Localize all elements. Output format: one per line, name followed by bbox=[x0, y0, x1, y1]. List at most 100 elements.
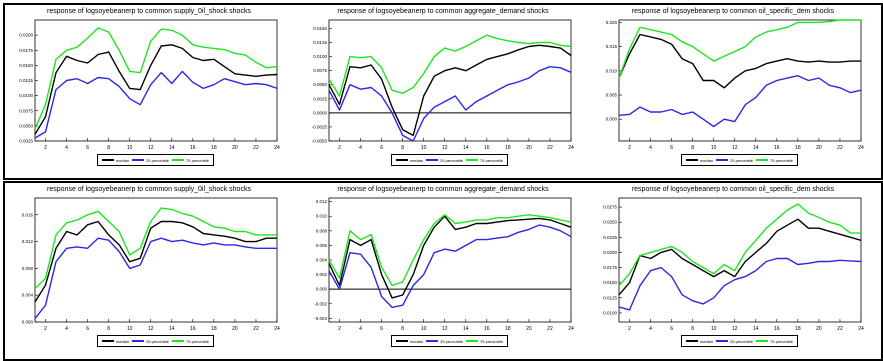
x-tick-label: 22 bbox=[837, 326, 843, 332]
x-tick-label: 22 bbox=[547, 326, 553, 332]
chart-svg: 0.0100 0.0125 0.0150 0.0175 0.0200 0.0225 0.02… bbox=[603, 197, 864, 332]
y-tick-label: 0.0025 bbox=[19, 139, 33, 144]
x-tick-label: 10 bbox=[421, 326, 427, 332]
legend-item-median: median bbox=[102, 158, 129, 163]
legend-item-median: median bbox=[102, 339, 129, 344]
x-tick-label: 10 bbox=[711, 145, 717, 151]
y-tick-label: 0.0125 bbox=[19, 78, 33, 83]
y-tick-label: 0.0100 bbox=[19, 93, 33, 98]
series-line-p75 bbox=[328, 34, 572, 97]
x-tick-label: 18 bbox=[211, 145, 217, 151]
series-line-median bbox=[34, 44, 278, 135]
y-tick-label: 0.0175 bbox=[603, 265, 617, 270]
x-tick-label: 2 bbox=[628, 326, 631, 332]
chart-svg: -0.0050 -0.0025 0.0000 0.0025 0.0050 0.0075 0.… bbox=[312, 19, 574, 151]
series-line-p75 bbox=[34, 27, 278, 130]
x-tick-label: 18 bbox=[211, 326, 217, 332]
y-tick-label: 0.002 bbox=[316, 272, 328, 277]
x-tick-label: 14 bbox=[753, 326, 759, 332]
legend-label: 75 percentile bbox=[770, 338, 793, 344]
top-figure-frame: response of logsoyebeanerp to common sup… bbox=[3, 3, 883, 180]
y-tick-label: -0.0050 bbox=[312, 139, 328, 144]
legend-item-p75: 75 percentile bbox=[466, 339, 503, 344]
chart-legend: median 25 percentile 75 percentile bbox=[391, 335, 508, 347]
x-tick-label: 2 bbox=[44, 326, 47, 332]
legend-swatch bbox=[102, 340, 114, 342]
y-tick-label: 0.000 bbox=[316, 287, 328, 292]
legend-item-median: median bbox=[686, 158, 713, 163]
x-tick-label: 16 bbox=[190, 326, 196, 332]
legend-swatch bbox=[172, 159, 185, 161]
y-tick-label: 0.0075 bbox=[313, 68, 327, 73]
y-tick-label: 0.0075 bbox=[19, 108, 33, 113]
legend-label: 25 percentile bbox=[730, 338, 754, 344]
legend-swatch bbox=[132, 159, 145, 161]
bottom-figure-frame: response of logsoyebeanerp to common sup… bbox=[3, 181, 883, 361]
plot-area bbox=[328, 19, 572, 142]
x-tick-label: 2 bbox=[338, 326, 341, 332]
series-line-p75 bbox=[328, 214, 572, 287]
legend-swatch bbox=[132, 340, 145, 342]
y-tick-label: 0.008 bbox=[22, 266, 34, 271]
legend-swatch bbox=[426, 340, 439, 342]
x-tick-label: 8 bbox=[401, 145, 404, 151]
y-tick-label: 0.005 bbox=[606, 93, 618, 98]
x-tick-label: 22 bbox=[837, 145, 843, 151]
x-tick-label: 16 bbox=[774, 145, 780, 151]
y-tick-label: 0.012 bbox=[22, 239, 34, 244]
series-line-p75 bbox=[34, 207, 277, 290]
y-tick-label: 0.0200 bbox=[19, 33, 33, 38]
x-tick-label: 24 bbox=[858, 326, 864, 332]
y-tick-label: 0.006 bbox=[316, 243, 328, 248]
legend-label: median bbox=[410, 157, 424, 163]
series-line-p25 bbox=[34, 237, 277, 320]
y-tick-label: 0.004 bbox=[316, 258, 328, 263]
x-tick-label: 10 bbox=[711, 326, 717, 332]
legend-label: median bbox=[116, 157, 130, 163]
y-tick-label: 0.015 bbox=[606, 44, 618, 49]
legend-swatch bbox=[396, 159, 408, 161]
x-tick-label: 20 bbox=[526, 145, 532, 151]
x-tick-label: 16 bbox=[774, 326, 780, 332]
y-tick-label: 0.000 bbox=[606, 117, 618, 122]
legend-label: 25 percentile bbox=[146, 338, 170, 344]
series-line-median bbox=[328, 44, 572, 137]
x-tick-label: 20 bbox=[232, 145, 238, 151]
x-tick-label: 14 bbox=[169, 326, 175, 332]
x-tick-label: 18 bbox=[795, 145, 801, 151]
series-line-p75 bbox=[618, 19, 861, 79]
chart-title: response of logsoyebeanerp to common sup… bbox=[47, 8, 251, 15]
y-tick-label: 0.0050 bbox=[313, 82, 327, 87]
chart-panel-4: response of logsoyebeanerp to common sup… bbox=[9, 186, 289, 354]
legend-swatch bbox=[102, 159, 114, 161]
chart-panel-1: response of logsoyebeanerp to common sup… bbox=[9, 8, 289, 173]
series-line-p25 bbox=[618, 257, 862, 311]
x-tick-label: 10 bbox=[127, 326, 133, 332]
x-tick-label: 8 bbox=[691, 145, 694, 151]
y-tick-label: 0.008 bbox=[316, 228, 328, 233]
legend-swatch bbox=[172, 340, 185, 342]
y-tick-label: 0.0150 bbox=[603, 280, 617, 285]
chart-legend: median 25 percentile 75 percentile bbox=[391, 154, 508, 166]
x-tick-label: 2 bbox=[628, 145, 631, 151]
plot-area bbox=[618, 197, 862, 323]
legend-swatch bbox=[756, 159, 769, 161]
y-tick-label: -0.004 bbox=[314, 316, 327, 321]
y-tick-label: 0.004 bbox=[22, 293, 34, 298]
legend-item-p25: 25 percentile bbox=[426, 339, 463, 344]
series-line-median bbox=[328, 215, 572, 299]
x-tick-label: 8 bbox=[691, 326, 694, 332]
series-line-median bbox=[34, 220, 277, 303]
chart-legend: median 25 percentile 75 percentile bbox=[681, 335, 798, 347]
x-tick-label: 12 bbox=[148, 145, 154, 151]
y-tick-label: 0.0225 bbox=[603, 235, 617, 240]
legend-label: median bbox=[410, 338, 424, 344]
x-tick-label: 18 bbox=[795, 326, 801, 332]
x-tick-label: 6 bbox=[380, 145, 383, 151]
series-line-p25 bbox=[328, 66, 572, 142]
legend-item-p25: 25 percentile bbox=[716, 158, 753, 163]
x-tick-label: 12 bbox=[732, 326, 738, 332]
legend-swatch bbox=[426, 159, 439, 161]
